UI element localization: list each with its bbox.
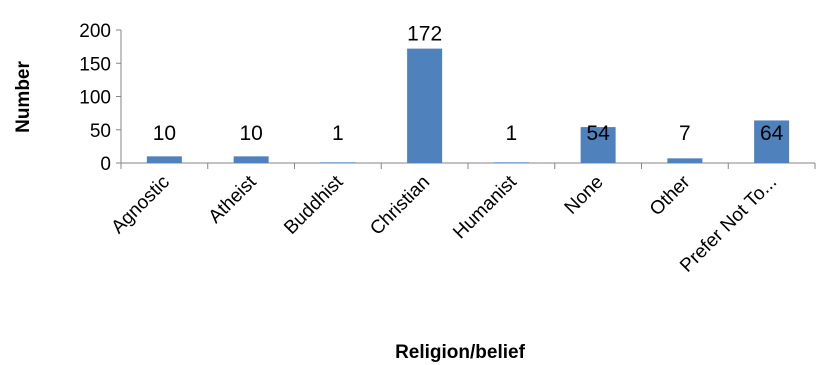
data-label: 172: [407, 23, 442, 46]
bar: [754, 120, 790, 163]
category-label: Other: [646, 171, 695, 220]
bars: [146, 48, 790, 164]
data-label: 10: [239, 122, 262, 145]
y-tick-label: 100: [79, 88, 111, 109]
data-label: 64: [760, 122, 784, 145]
data-label: 54: [586, 122, 610, 145]
data-label: 10: [153, 122, 176, 145]
bar: [320, 162, 356, 163]
data-label: 1: [506, 122, 518, 145]
category-label: Christian: [366, 172, 434, 240]
y-tick-label: 50: [90, 121, 111, 142]
y-tick-label: 0: [100, 154, 111, 175]
category-label: Agnostic: [108, 172, 174, 238]
bar: [493, 162, 529, 163]
y-axis: 0 50 100 150 200: [79, 21, 122, 175]
x-axis-title: Religion/belief: [395, 342, 526, 363]
bar: [407, 48, 443, 164]
category-label: None: [561, 172, 608, 219]
y-tick-label: 200: [79, 21, 111, 42]
x-axis: [120, 162, 816, 169]
category-label: Humanist: [449, 171, 521, 243]
data-label: 7: [679, 122, 691, 145]
bar: [580, 127, 616, 163]
category-label: Buddhist: [280, 171, 348, 239]
data-label: 1: [332, 122, 344, 145]
y-tick-label: 150: [79, 54, 111, 75]
category-labels: Agnostic Atheist Buddhist Christian Humanist…: [108, 171, 782, 276]
bar: [667, 158, 703, 163]
y-axis-title: Number: [13, 61, 34, 133]
category-label: Atheist: [205, 171, 261, 227]
bar: [233, 156, 269, 163]
data-labels: 10 10 1 172 1 54 7 64: [153, 23, 784, 145]
bar: [146, 156, 182, 163]
